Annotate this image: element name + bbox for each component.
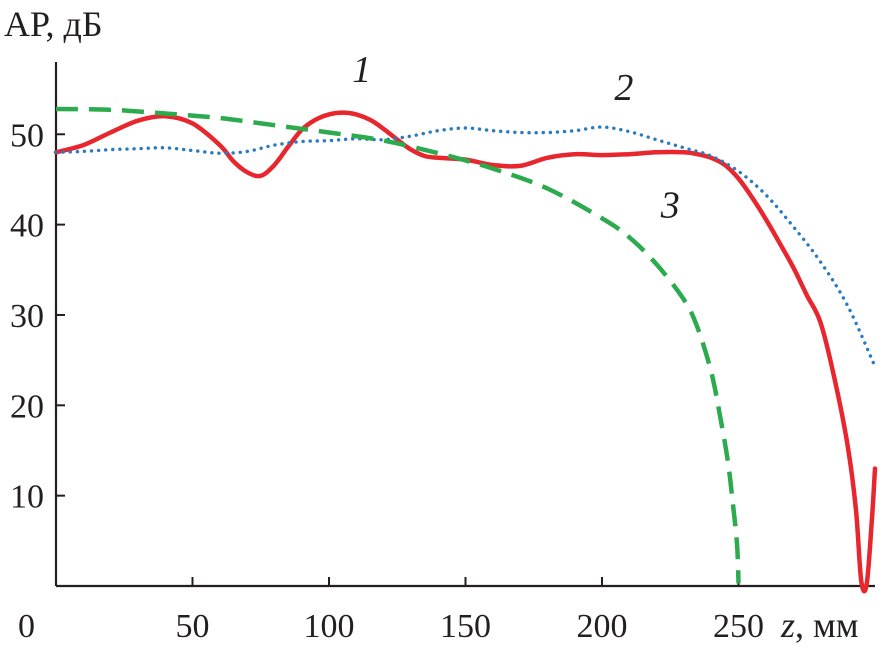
x-tick-label: 100 xyxy=(304,608,355,645)
x-tick-label: 150 xyxy=(440,608,491,645)
y-tick-label: 30 xyxy=(10,298,44,335)
y-axis-ticks: 10 20 30 40 50 xyxy=(10,117,65,516)
series-line-1 xyxy=(53,110,878,594)
x-tick-label: 50 xyxy=(176,608,210,645)
y-tick-label: 50 xyxy=(10,117,44,154)
origin-label: 0 xyxy=(18,608,35,645)
x-tick-label: 200 xyxy=(577,608,628,645)
y-axis-title: АР, дБ xyxy=(4,4,103,44)
series-labels: 1 2 3 xyxy=(352,49,679,227)
x-axis-title: z, мм xyxy=(780,605,859,645)
axes xyxy=(54,62,875,588)
x-tick-label: 250 xyxy=(713,608,764,645)
series-group xyxy=(53,106,878,594)
x-axis-variable: z xyxy=(780,605,795,645)
series-label-2: 2 xyxy=(614,67,633,109)
x-axis-ticks: 50 100 150 200 250 xyxy=(176,577,764,645)
series-label-3: 3 xyxy=(660,184,680,226)
y-tick-label: 40 xyxy=(10,208,44,245)
y-tick-label: 10 xyxy=(10,479,44,516)
y-tick-label: 20 xyxy=(10,388,44,425)
series-line-3 xyxy=(55,106,741,584)
x-axis-unit: , мм xyxy=(795,605,859,645)
series-label-1: 1 xyxy=(352,49,371,91)
series-line-2 xyxy=(54,125,877,369)
